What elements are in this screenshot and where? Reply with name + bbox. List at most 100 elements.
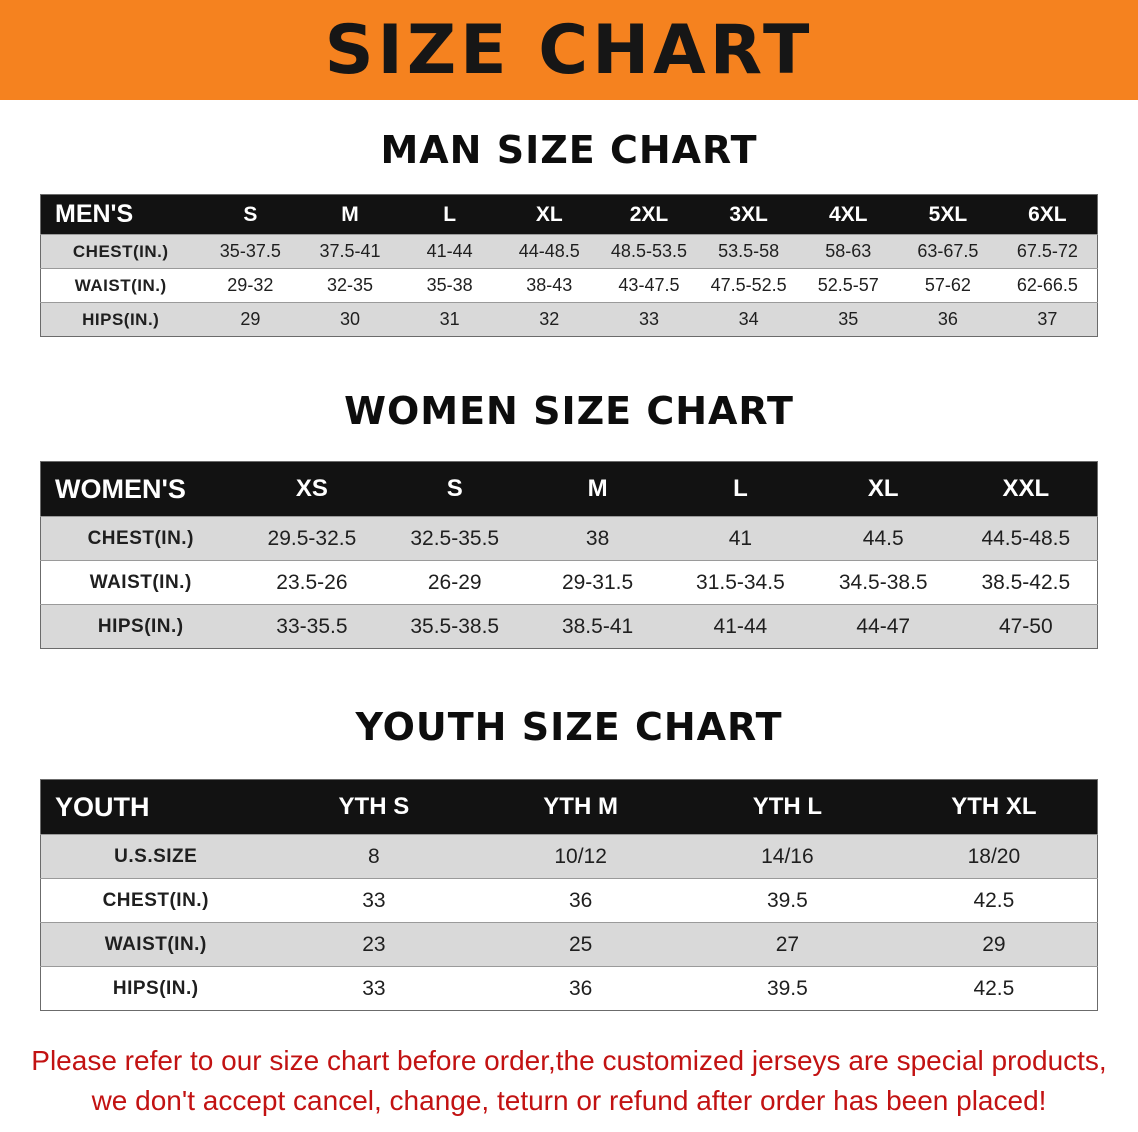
size-value-cell: 25 <box>568 932 593 956</box>
size-column-header: S <box>383 461 527 517</box>
row-label: WAIST(IN.) <box>89 571 192 593</box>
size-column-header: M <box>300 194 400 235</box>
size-value-cell: 8 <box>368 844 380 868</box>
size-value-cell: 48.5-53.5 <box>610 241 687 261</box>
size-value-cell: 29-31.5 <box>561 570 634 594</box>
size-value-cell: 58-63 <box>825 241 872 261</box>
size-value-cell: 33-35.5 <box>276 614 348 638</box>
size-value-cell: 37 <box>1037 309 1058 329</box>
size-value-cell: 34 <box>738 309 759 329</box>
size-column-header: L <box>399 194 500 235</box>
size-value-cell: 26-29 <box>427 570 482 594</box>
size-column-header: XL <box>811 461 955 517</box>
size-column-header: L <box>668 461 812 517</box>
size-column-header: YTH S <box>270 779 478 835</box>
size-value-cell: 33 <box>362 888 386 912</box>
table-corner-label: MEN'S <box>40 194 201 235</box>
table-header-row: WOMEN'S XS S M L XL XXL <box>40 461 1098 517</box>
size-value-cell: 35 <box>838 309 859 329</box>
size-value-cell: 23 <box>362 932 386 956</box>
size-value-cell: 53.5-58 <box>718 241 780 261</box>
size-value-cell: 41-44 <box>426 241 473 261</box>
row-label: WAIST(IN.) <box>104 933 207 955</box>
size-value-cell: 38-43 <box>526 275 573 295</box>
size-value-cell: 38.5-41 <box>561 614 634 638</box>
women-size-section: WOMEN SIZE CHART WOMEN'S XS S M L XL XXL CHEST(… <box>0 337 1138 649</box>
row-label: HIPS(IN.) <box>112 977 199 999</box>
size-value-cell: 63-67.5 <box>917 241 979 261</box>
size-value-cell: 37.5-41 <box>319 241 381 261</box>
size-column-header: 4XL <box>798 194 899 235</box>
size-value-cell: 38 <box>585 526 610 550</box>
table-corner-label: YOUTH <box>40 779 271 835</box>
size-value-cell: 35-37.5 <box>219 241 281 261</box>
size-value-cell: 44.5-48.5 <box>981 526 1071 550</box>
size-value-cell: 29 <box>240 309 261 329</box>
size-column-header: YTH M <box>477 779 684 835</box>
table-row: U.S.SIZE 8 10/12 14/16 18/20 <box>40 834 1098 879</box>
size-value-cell: 34.5-38.5 <box>838 570 928 594</box>
size-column-header: 3XL <box>698 194 799 235</box>
women-section-title: WOMEN SIZE CHART <box>344 389 794 433</box>
youth-section-title: YOUTH SIZE CHART <box>355 705 783 749</box>
size-value-cell: 47.5-52.5 <box>710 275 787 295</box>
size-value-cell: 33 <box>362 976 386 1000</box>
row-label: U.S.SIZE <box>114 845 198 867</box>
table-row: CHEST(IN.) 29.5-32.5 32.5-35.5 38 41 44.5 44.5… <box>40 516 1098 561</box>
size-column-header: 5XL <box>898 194 998 235</box>
size-value-cell: 32.5-35.5 <box>410 526 500 550</box>
size-value-cell: 43-47.5 <box>618 275 680 295</box>
page-title: SIZE CHART <box>324 10 814 90</box>
footer-disclaimer: Please refer to our size chart before or… <box>20 1041 1118 1121</box>
size-value-cell: 41 <box>728 526 753 550</box>
footer-disclaimer-line1: Please refer to our size chart before or… <box>31 1045 1107 1076</box>
youth-size-section: YOUTH SIZE CHART YOUTH YTH S YTH M YTH L YTH… <box>0 649 1138 1011</box>
size-value-cell: 67.5-72 <box>1016 241 1078 261</box>
size-value-cell: 38.5-42.5 <box>981 570 1071 594</box>
size-column-header: XXL <box>954 461 1098 517</box>
table-header-row: YOUTH YTH S YTH M YTH L YTH XL <box>40 779 1098 835</box>
size-column-header: XL <box>499 194 600 235</box>
size-value-cell: 62-66.5 <box>1016 275 1078 295</box>
size-column-header: M <box>526 461 669 517</box>
size-value-cell: 41-44 <box>713 614 768 638</box>
size-value-cell: 36 <box>568 976 593 1000</box>
size-value-cell: 31.5-34.5 <box>696 570 785 594</box>
size-value-cell: 44-48.5 <box>518 241 580 261</box>
size-value-cell: 18/20 <box>967 844 1021 868</box>
size-value-cell: 32-35 <box>326 275 373 295</box>
size-value-cell: 39.5 <box>766 888 808 912</box>
size-value-cell: 52.5-57 <box>817 275 879 295</box>
size-column-header: YTH XL <box>890 779 1098 835</box>
men-size-table: MEN'S S M L XL 2XL 3XL 4XL 5XL 6XL CHEST(IN.) 35-37… <box>40 194 1098 337</box>
size-value-cell: 29.5-32.5 <box>267 526 357 550</box>
size-value-cell: 47-50 <box>998 614 1053 638</box>
table-header-row: MEN'S S M L XL 2XL 3XL 4XL 5XL 6XL <box>40 194 1098 235</box>
size-value-cell: 33 <box>638 309 659 329</box>
row-label: CHEST(IN.) <box>87 527 194 549</box>
table-row: HIPS(IN.) 33 36 39.5 42.5 <box>40 966 1098 1011</box>
size-value-cell: 31 <box>439 309 460 329</box>
table-row: WAIST(IN.) 23 25 27 29 <box>40 922 1098 967</box>
size-value-cell: 23.5-26 <box>276 570 348 594</box>
size-value-cell: 35.5-38.5 <box>410 614 500 638</box>
size-value-cell: 29 <box>982 932 1006 956</box>
banner: SIZE CHART <box>0 0 1138 100</box>
table-row: CHEST(IN.) 35-37.5 37.5-41 41-44 44-48.5 48.5… <box>40 234 1098 269</box>
size-value-cell: 27 <box>775 932 800 956</box>
women-size-table: WOMEN'S XS S M L XL XXL CHEST(IN.) 29.5-32.5 32.5… <box>40 461 1098 649</box>
size-value-cell: 14/16 <box>761 844 814 868</box>
table-row: WAIST(IN.) 29-32 32-35 35-38 38-43 43-47.5 47.… <box>40 268 1098 303</box>
table-row: CHEST(IN.) 33 36 39.5 42.5 <box>40 878 1098 923</box>
size-value-cell: 39.5 <box>766 976 808 1000</box>
table-row: HIPS(IN.) 29 30 31 32 33 34 35 36 37 <box>40 302 1098 337</box>
size-value-cell: 44.5 <box>862 526 904 550</box>
size-value-cell: 42.5 <box>973 888 1015 912</box>
size-value-cell: 32 <box>539 309 560 329</box>
youth-size-table: YOUTH YTH S YTH M YTH L YTH XL U.S.SIZE 8 10/12… <box>40 779 1098 1011</box>
table-row: HIPS(IN.) 33-35.5 35.5-38.5 38.5-41 41-44 44-… <box>40 604 1098 649</box>
size-column-header: S <box>200 194 301 235</box>
row-label: WAIST(IN.) <box>74 275 167 295</box>
table-corner-label: WOMEN'S <box>40 461 241 517</box>
